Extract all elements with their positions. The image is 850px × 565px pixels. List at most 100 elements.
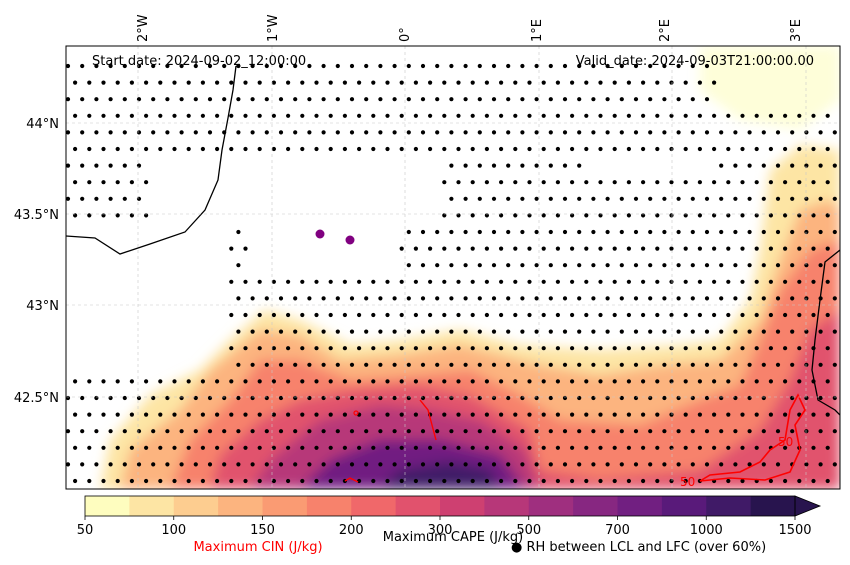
rh-dot — [442, 113, 447, 118]
rh-dot — [80, 196, 85, 201]
rh-dot — [598, 213, 603, 218]
rh-dot — [307, 296, 312, 301]
rh-dot — [733, 329, 738, 334]
rh-dot — [193, 429, 198, 434]
rh-dot — [172, 113, 177, 118]
rh-dot — [562, 130, 568, 135]
rh-dot — [712, 312, 717, 318]
rh-dot — [818, 130, 823, 135]
rh-dot — [399, 412, 404, 417]
rh-dot — [80, 130, 85, 135]
rh-dot — [115, 379, 120, 384]
colorbar-swatch — [306, 496, 352, 516]
rh-dot — [804, 196, 809, 201]
rh-dot — [314, 146, 319, 152]
rh-dot — [676, 97, 681, 102]
rh-dot — [811, 478, 816, 484]
rh-dot — [236, 229, 241, 235]
rh-dot — [562, 229, 568, 235]
rh-dot — [605, 329, 610, 334]
rh-dot — [832, 429, 837, 434]
rh-dot — [371, 312, 376, 318]
rh-dot — [271, 478, 276, 484]
rh-dot — [278, 329, 284, 334]
rh-dot — [314, 346, 319, 351]
rh-dot — [66, 163, 71, 168]
rh-dot — [115, 445, 120, 450]
rh-dot — [108, 97, 113, 102]
rh-dot — [307, 63, 312, 69]
cin-contour-east — [699, 393, 806, 482]
rh-dot — [555, 478, 561, 484]
rh-dot — [470, 146, 475, 152]
rh-dot — [669, 412, 674, 417]
rh-dot — [768, 478, 774, 484]
rh-dot — [683, 445, 688, 450]
rh-dot — [406, 130, 411, 135]
rh-dot — [669, 246, 674, 251]
rh-dot — [726, 113, 731, 118]
rh-dot — [243, 279, 248, 284]
colorbar-swatch — [661, 496, 707, 516]
rh-dot — [335, 395, 340, 401]
rh-dot — [335, 429, 340, 434]
rh-dot — [222, 395, 227, 401]
rh-dot — [456, 213, 461, 218]
rh-dot — [335, 296, 340, 301]
rh-dot — [811, 279, 816, 284]
rh-dot — [136, 196, 142, 201]
rh-dot — [136, 97, 142, 102]
rh-dot — [136, 462, 142, 467]
rh-dot — [804, 429, 809, 434]
rh-dot — [641, 180, 646, 185]
rh-dot — [413, 246, 418, 251]
rh-dot — [697, 379, 703, 384]
rh-dot — [172, 478, 177, 484]
rh-dot — [229, 412, 234, 417]
rh-dot — [151, 63, 156, 69]
rh-dot — [612, 213, 617, 218]
rh-dot — [165, 462, 170, 467]
rh-dot — [662, 329, 667, 334]
rh-dot — [704, 263, 710, 268]
rh-dot — [200, 445, 205, 450]
rh-dot — [754, 379, 759, 384]
rh-dot — [570, 412, 575, 417]
rh-dot — [562, 429, 568, 434]
rh-dot — [158, 379, 163, 384]
rh-dot — [456, 113, 461, 118]
start-date-label: Start date: 2024-09-02_12:00:00 — [92, 54, 306, 69]
rh-dot — [676, 296, 681, 301]
colorbar-swatch — [750, 496, 796, 516]
rh-dot — [577, 362, 582, 367]
rh-dot — [520, 329, 525, 334]
map-area: 50 50 Start date: 2024-09-02_12:00:00 Va… — [66, 46, 840, 489]
rh-dot — [726, 279, 731, 284]
rh-dot — [307, 130, 312, 135]
rh-dot — [747, 163, 752, 168]
rh-dot — [704, 395, 710, 401]
rh-dot — [775, 329, 781, 334]
rh-dot — [222, 63, 227, 69]
rh-dot — [818, 395, 823, 401]
rh-dot — [101, 412, 106, 417]
rh-dot — [243, 379, 248, 384]
rh-dot — [328, 113, 333, 118]
rh-dot — [790, 130, 795, 135]
rh-dot — [768, 412, 774, 417]
rh-dot — [726, 213, 731, 218]
rh-dot — [704, 429, 710, 434]
rh-dot — [229, 445, 234, 450]
rh-dot — [200, 80, 205, 85]
rh-dot — [506, 196, 511, 201]
rh-dot — [435, 429, 440, 434]
rh-dot — [392, 63, 397, 69]
rh-dot — [633, 462, 639, 467]
storm-marker — [315, 229, 325, 239]
lon-label: 2°E — [658, 19, 673, 42]
rh-dot — [832, 229, 837, 235]
rh-dot — [435, 362, 440, 367]
rh-dot — [186, 379, 191, 384]
rh-dot — [87, 213, 92, 218]
rh-dot — [548, 163, 553, 168]
